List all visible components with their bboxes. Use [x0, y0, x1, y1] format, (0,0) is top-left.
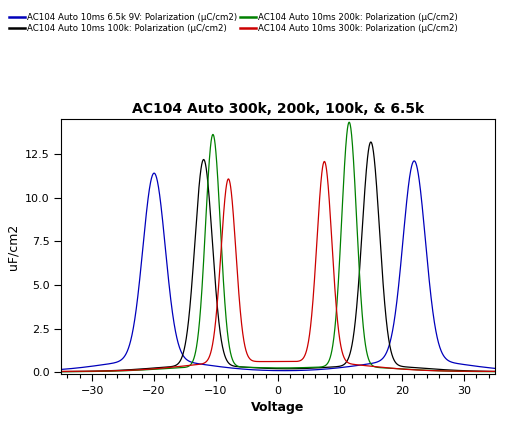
Y-axis label: uF/cm2: uF/cm2 [6, 224, 19, 269]
Title: AC104 Auto 300k, 200k, 100k, & 6.5k: AC104 Auto 300k, 200k, 100k, & 6.5k [132, 102, 423, 116]
Legend: AC104 Auto 10ms 6.5k 9V: Polarization (μC/cm2), AC104 Auto 10ms 100k: Polarizati: AC104 Auto 10ms 6.5k 9V: Polarization (μ… [9, 13, 457, 33]
X-axis label: Voltage: Voltage [251, 401, 304, 414]
